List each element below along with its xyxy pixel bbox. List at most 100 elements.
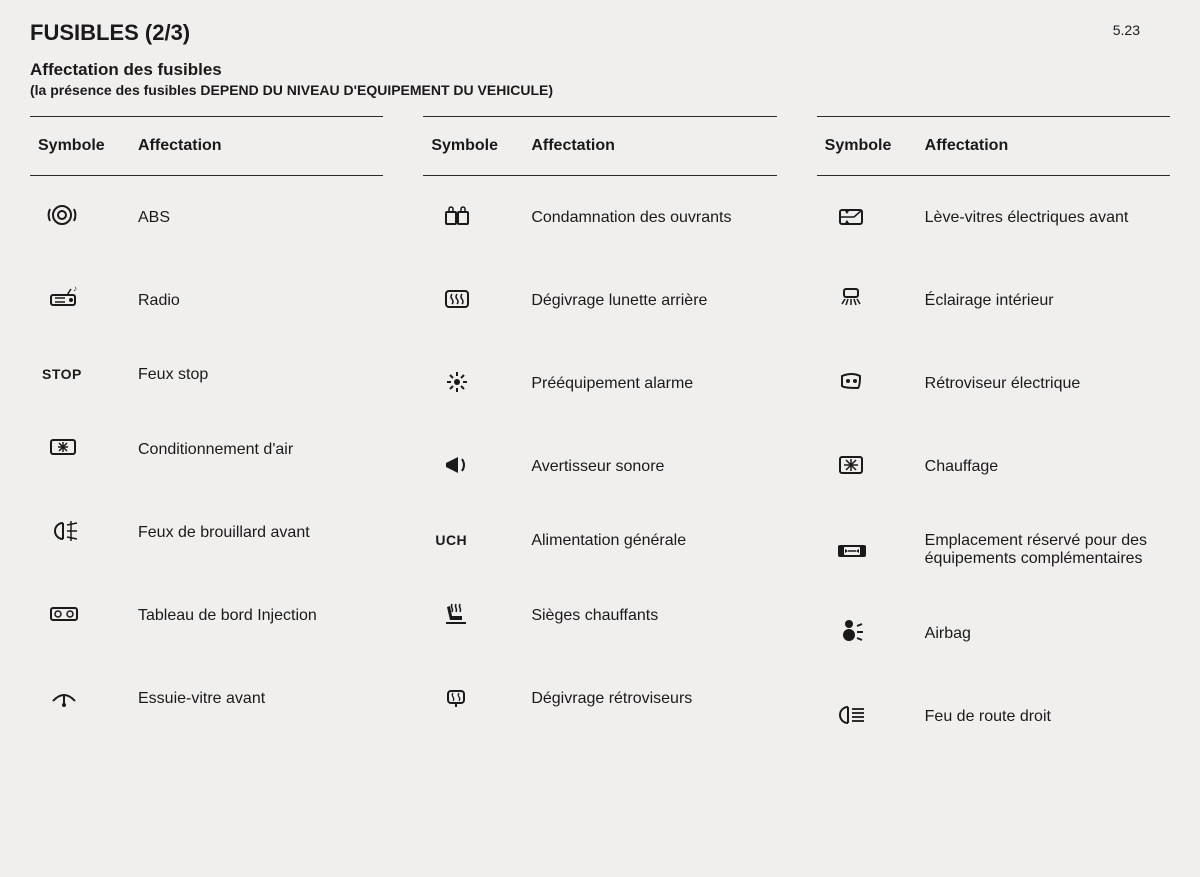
header-symbol: Symbole <box>423 117 523 176</box>
page-title: FUSIBLES (2/3) <box>30 20 1170 46</box>
assignment-cell: ABS <box>130 176 383 260</box>
symbol-cell <box>423 574 523 657</box>
symbol-cell <box>30 176 130 260</box>
stop-icon: STOP <box>42 366 82 382</box>
symbol-cell: UCH <box>423 508 523 574</box>
assignment-cell: Tableau de bord Injection <box>130 574 383 657</box>
dash-icon <box>42 598 86 628</box>
rear-defrost-icon <box>435 283 479 313</box>
table-row: STOP Feux stop <box>30 342 383 408</box>
assignment-cell: Dégivrage rétroviseurs <box>523 657 776 740</box>
fog-icon <box>42 515 86 545</box>
airbag-icon <box>829 616 873 646</box>
ac-icon <box>42 432 86 462</box>
header-assign: Affectation <box>130 117 383 176</box>
assignment-cell: Rétroviseur électrique <box>917 342 1170 425</box>
horn-icon <box>435 449 479 479</box>
symbol-cell <box>423 657 523 740</box>
table-row: Rétroviseur électrique <box>817 342 1170 425</box>
page-number: 5.23 <box>1113 22 1140 38</box>
symbol-cell <box>423 259 523 342</box>
symbol-cell: STOP <box>30 342 130 408</box>
table-row: Conditionnement d'air <box>30 408 383 491</box>
interior-light-icon <box>829 283 873 313</box>
header-assign: Affectation <box>523 117 776 176</box>
heating-icon <box>829 449 873 479</box>
assignment-cell: Condamnation des ouvrants <box>523 176 776 260</box>
high-beam-icon <box>829 699 873 729</box>
assignment-cell: Feux stop <box>130 342 383 408</box>
page-subtitle: Affectation des fusibles <box>30 60 1170 80</box>
wiper-front-icon <box>42 681 86 711</box>
reserved-icon <box>829 533 873 563</box>
heated-seat-icon <box>435 598 479 628</box>
columns-wrapper: Symbole Affectation ABSRadio STOP Feux sto… <box>30 116 1170 758</box>
table-row: Lève-vitres électriques avant <box>817 176 1170 260</box>
table-row: Tableau de bord Injection <box>30 574 383 657</box>
table-row: ABS <box>30 176 383 260</box>
table-row: Radio <box>30 259 383 342</box>
assignment-cell: Essuie-vitre avant <box>130 657 383 740</box>
assignment-cell: Chauffage <box>917 425 1170 508</box>
symbol-cell <box>30 657 130 740</box>
assignment-cell: Feu de route droit <box>917 675 1170 758</box>
symbol-cell <box>817 342 917 425</box>
symbol-cell <box>817 675 917 758</box>
window-icon <box>829 200 873 230</box>
page-subnote: (la présence des fusibles DEPEND DU NIVE… <box>30 82 1170 98</box>
alarm-icon <box>435 366 479 396</box>
symbol-cell <box>817 592 917 675</box>
fuse-column: Symbole Affectation ABSRadio STOP Feux sto… <box>30 116 383 758</box>
symbol-cell <box>423 176 523 260</box>
table-row: Éclairage intérieur <box>817 259 1170 342</box>
table-row: Feux de brouillard avant <box>30 491 383 574</box>
assignment-cell: Dégivrage lunette arrière <box>523 259 776 342</box>
symbol-cell <box>30 491 130 574</box>
mirror-defrost-icon <box>435 681 479 711</box>
table-row: Chauffage <box>817 425 1170 508</box>
table-row: UCH Alimentation générale <box>423 508 776 574</box>
assignment-cell: Conditionnement d'air <box>130 408 383 491</box>
fuse-table: Symbole Affectation Lève-vitres électriq… <box>817 116 1170 758</box>
table-row: Dégivrage rétroviseurs <box>423 657 776 740</box>
assignment-cell: Emplacement réservé pour des équipements… <box>917 508 1170 592</box>
radio-icon <box>42 283 86 313</box>
symbol-cell <box>30 574 130 657</box>
table-row: Condamnation des ouvrants <box>423 176 776 260</box>
table-row: Prééquipement alarme <box>423 342 776 425</box>
assignment-cell: Feux de brouillard avant <box>130 491 383 574</box>
header-assign: Affectation <box>917 117 1170 176</box>
symbol-cell <box>817 425 917 508</box>
symbol-cell <box>30 408 130 491</box>
fuse-column: Symbole Affectation Lève-vitres électriq… <box>817 116 1170 758</box>
symbol-cell <box>817 176 917 260</box>
table-row: Dégivrage lunette arrière <box>423 259 776 342</box>
assignment-cell: Éclairage intérieur <box>917 259 1170 342</box>
assignment-cell: Prééquipement alarme <box>523 342 776 425</box>
abs-icon <box>42 200 86 230</box>
header-symbol: Symbole <box>30 117 130 176</box>
table-row: Feu de route droit <box>817 675 1170 758</box>
uch-icon: UCH <box>435 532 467 548</box>
symbol-cell <box>30 259 130 342</box>
table-row: Essuie-vitre avant <box>30 657 383 740</box>
symbol-cell <box>817 508 917 592</box>
symbol-cell <box>423 425 523 508</box>
table-row: Emplacement réservé pour des équipements… <box>817 508 1170 592</box>
table-row: Avertisseur sonore <box>423 425 776 508</box>
fuse-table: Symbole Affectation Condamnation des ouv… <box>423 116 776 740</box>
fuse-column: Symbole Affectation Condamnation des ouv… <box>423 116 776 758</box>
header-symbol: Symbole <box>817 117 917 176</box>
symbol-cell <box>423 342 523 425</box>
assignment-cell: Avertisseur sonore <box>523 425 776 508</box>
symbol-cell <box>817 259 917 342</box>
table-row: Sièges chauffants <box>423 574 776 657</box>
assignment-cell: Airbag <box>917 592 1170 675</box>
assignment-cell: Radio <box>130 259 383 342</box>
assignment-cell: Alimentation générale <box>523 508 776 574</box>
lock-icon <box>435 200 479 230</box>
table-row: Airbag <box>817 592 1170 675</box>
fuse-table: Symbole Affectation ABSRadio STOP Feux sto… <box>30 116 383 740</box>
assignment-cell: Sièges chauffants <box>523 574 776 657</box>
assignment-cell: Lève-vitres électriques avant <box>917 176 1170 260</box>
